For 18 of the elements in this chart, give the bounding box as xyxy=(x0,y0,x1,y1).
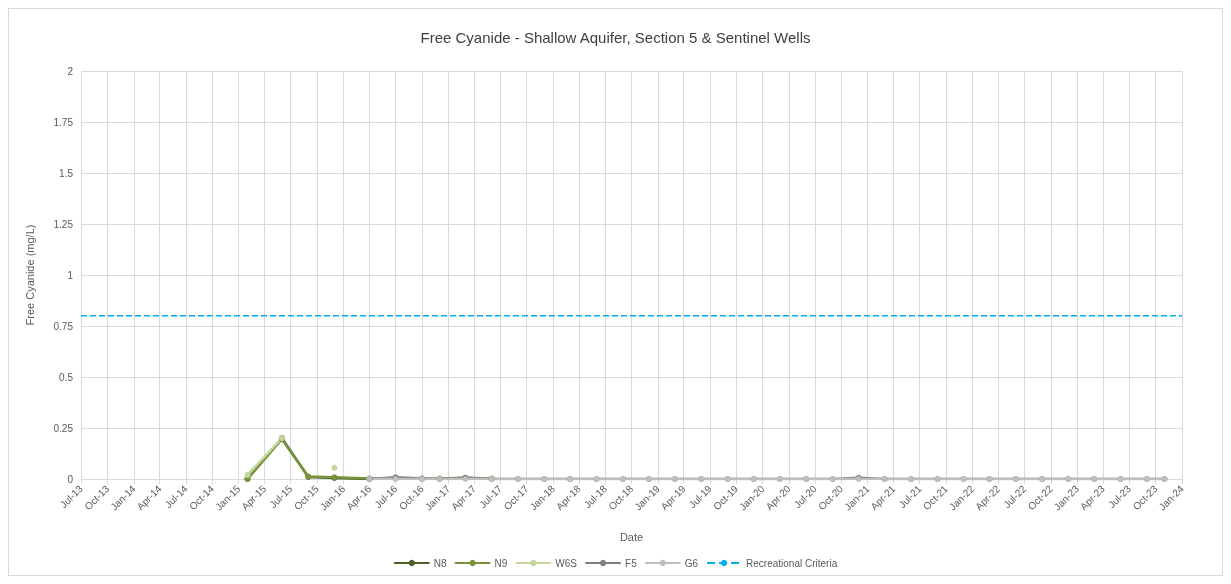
y-tick-label: 0 xyxy=(67,473,74,485)
legend-label: F5 xyxy=(625,557,638,569)
legend-label: N9 xyxy=(494,557,508,569)
y-tick-label: 1 xyxy=(67,269,74,281)
legend-label: W6S xyxy=(555,557,578,569)
y-axis-title: Free Cyanide (mg/L) xyxy=(23,224,36,326)
legend-label: N8 xyxy=(433,557,448,569)
y-tick-label: 1.5 xyxy=(59,167,74,179)
chart-title: Free Cyanide - Shallow Aquifer, Section 5 & Sentinel Wells xyxy=(420,29,811,46)
legend-label: Recreational Criteria xyxy=(746,557,838,569)
y-tick-label: 2 xyxy=(67,65,74,77)
legend-label: G6 xyxy=(684,557,699,569)
y-tick-label: 1.75 xyxy=(53,116,74,128)
y-tick-label: 0.75 xyxy=(53,320,74,332)
y-tick-label: 0.25 xyxy=(53,422,74,434)
x-axis-title: Date xyxy=(619,530,644,543)
y-tick-label: 0.5 xyxy=(59,371,74,383)
y-tick-label: 1.25 xyxy=(53,218,74,230)
